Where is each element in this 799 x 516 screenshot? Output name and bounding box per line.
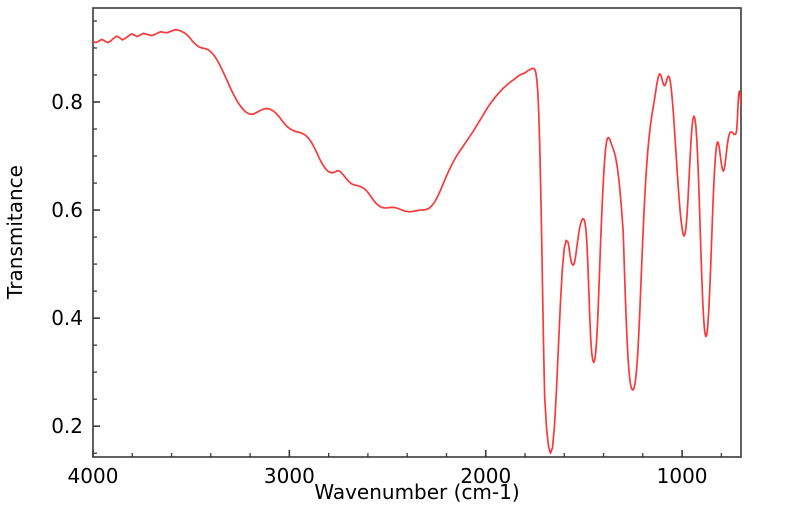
x-tick-label: 4000 [68, 464, 119, 488]
y-axis-title: Transmitance [3, 165, 27, 300]
y-tick-label: 0.6 [51, 198, 83, 222]
spectrum-series-group [93, 28, 741, 455]
y-tick-label: 0.8 [51, 90, 83, 114]
x-axis-tick-labels: 4000 3000 2000 1000 [68, 464, 708, 488]
y-axis-tick-labels: 0.2 0.4 0.6 0.8 [51, 90, 83, 438]
y-tick-label: 0.4 [51, 306, 83, 330]
y-tick-label: 0.2 [51, 414, 83, 438]
x-axis-title: Wavenumber (cm-1) [314, 480, 519, 504]
y-axis-minor-ticks [93, 20, 97, 454]
x-axis-minor-ticks [131, 453, 723, 457]
x-tick-label: 2000 [460, 464, 511, 488]
x-axis-major-ticks [92, 450, 683, 457]
y-axis-major-ticks [93, 101, 100, 428]
x-tick-label: 3000 [264, 464, 315, 488]
x-tick-label: 1000 [657, 464, 708, 488]
spectrum-line [93, 28, 741, 455]
plot-frame [92, 7, 742, 458]
